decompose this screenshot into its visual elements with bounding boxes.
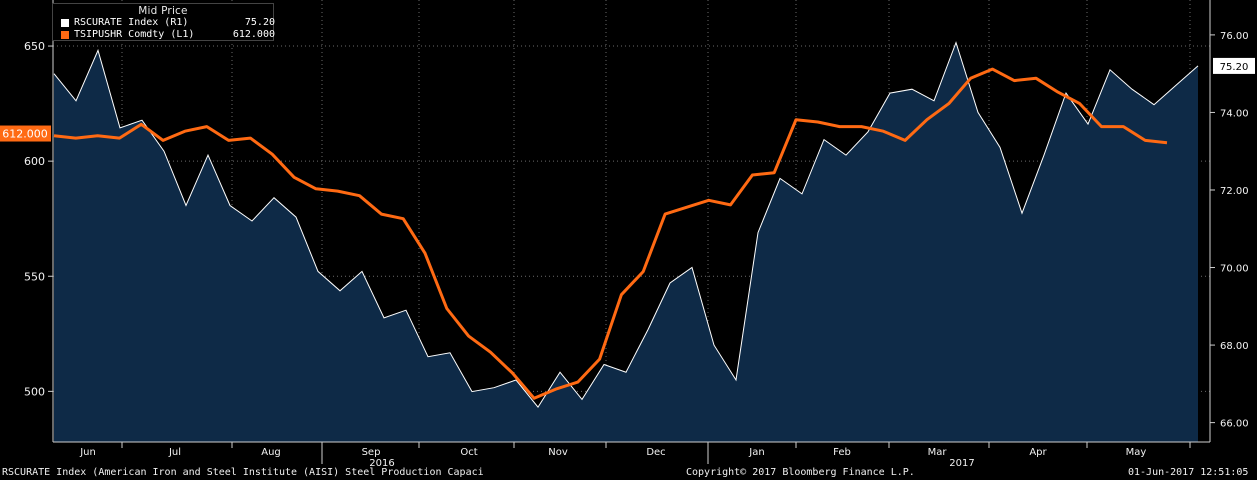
x-tick-label: May [1126,447,1147,458]
x-tick-label: Oct [460,447,477,458]
right-tick-label: 68.00 [1220,341,1249,352]
rscurate-area-fill [54,42,1198,442]
left-current-value-label: 612.000 [2,128,48,141]
tsipushr-line [53,67,1168,400]
left-tick-label: 550 [24,270,45,283]
legend-value-tsipushr: 612.000 [232,29,275,40]
left-tick-label: 650 [24,40,45,53]
footer-description: RSCURATE Index (American Iron and Steel … [2,467,484,478]
left-tick-label: 600 [24,155,45,168]
right-tick-label: 66.00 [1220,419,1249,430]
x-tick-label: Jun [79,447,96,458]
legend-label-rscurate: RSCURATE Index (R1) [74,17,189,28]
right-tick-label: 70.00 [1220,264,1249,275]
x-tick-label: Mar [928,447,948,458]
left-current-value-box [0,125,51,142]
right-tick-label: 74.00 [1220,108,1249,119]
x-tick-label: Jul [168,447,181,458]
year-label: 2017 [949,458,974,469]
legend-swatch-rscurate [61,19,69,27]
footer-timestamp: 01-Jun-2017 12:51:05 [1128,467,1249,478]
series-lines [53,41,1199,408]
x-tick-label: Dec [646,447,665,458]
x-tick-label: Sep [362,447,381,458]
right-current-value-label: 75.20 [1220,62,1249,73]
right-tick-label: 76.00 [1220,31,1249,42]
legend-label-tsipushr: TSIPUSHR Comdty (L1) [74,29,195,40]
axes [48,0,1215,464]
legend-title: Mid Price [138,5,188,17]
rscurate-line [53,41,1199,408]
right-current-value-box [1213,57,1255,74]
x-tick-label: Aug [261,447,281,458]
x-tick-label: Apr [1029,447,1047,458]
legend-value-rscurate: 75.20 [244,17,275,28]
left-tick-label: 500 [24,385,45,398]
x-tick-label: Nov [548,447,568,458]
year-label: 2016 [369,458,394,469]
legend: Mid Price RSCURATE Index (R1) 75.20 TSIP… [52,3,275,41]
right-tick-label: 72.00 [1220,186,1249,197]
footer-copyright: Copyright© 2017 Bloomberg Finance L.P. [686,467,915,478]
x-tick-label: Jan [748,447,764,458]
x-tick-label: Feb [833,447,851,458]
axis-labels: Jun Jul Aug Sep Oct Nov Dec Jan Feb Mar Apr May 2016… [0,31,1255,469]
legend-swatch-tsipushr [61,31,69,39]
rscurate-area [54,42,1198,442]
